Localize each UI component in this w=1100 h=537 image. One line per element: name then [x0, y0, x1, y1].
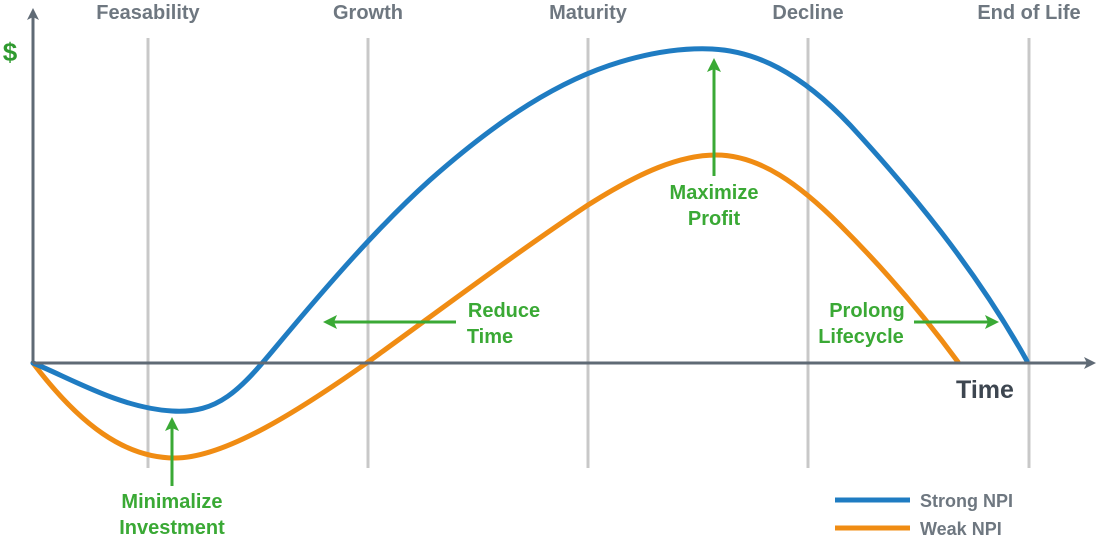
callout-minimalize-investment: Minimalize Investment [119, 417, 225, 537]
callout-prolong-line1: Prolong [829, 300, 905, 322]
y-axis-label: $ [3, 37, 18, 67]
strong-npi-curve [30, 46, 1030, 414]
phase-gridlines [146, 38, 1031, 468]
callout-prolong-line2: Lifecycle [818, 326, 904, 348]
callout-reduce-time: Reduce Time [323, 300, 540, 348]
x-axis-label: Time [956, 376, 1014, 404]
phase-labels: Feasability Growth Maturity Decline End … [96, 2, 1080, 24]
callout-maximize-line1: Maximize [670, 182, 759, 204]
legend: Strong NPI Weak NPI [835, 491, 1013, 537]
callout-reduce-line2: Time [467, 326, 513, 348]
phase-label-decline: Decline [772, 2, 843, 24]
legend-label-weak: Weak NPI [920, 519, 1002, 537]
callout-maximize-profit: Maximize Profit [670, 58, 759, 230]
legend-label-strong: Strong NPI [920, 491, 1013, 511]
callout-minimalize-line1: Minimalize [121, 491, 222, 513]
callout-maximize-line2: Profit [688, 208, 741, 230]
weak-npi-curve [30, 152, 961, 461]
phase-label-growth: Growth [333, 2, 403, 24]
phase-label-maturity: Maturity [549, 2, 628, 24]
callout-reduce-line1: Reduce [468, 300, 540, 322]
phase-label-end-of-life: End of Life [977, 2, 1080, 24]
callout-prolong-lifecycle: Prolong Lifecycle [818, 300, 999, 348]
callout-minimalize-line2: Investment [119, 517, 225, 537]
phase-label-feasability: Feasability [96, 2, 200, 24]
